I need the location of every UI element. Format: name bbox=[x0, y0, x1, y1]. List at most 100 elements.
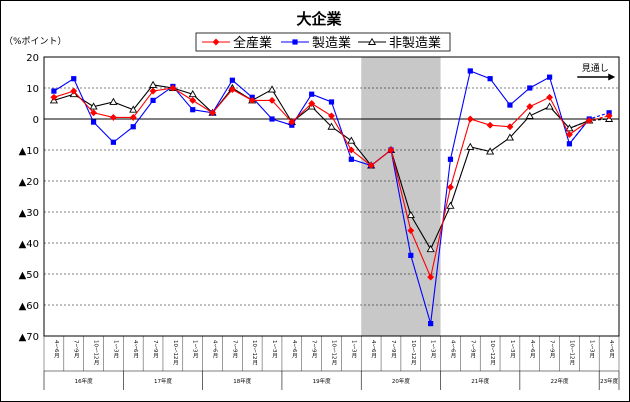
x-tick-label: 10～12月 bbox=[251, 340, 258, 366]
data-point bbox=[89, 102, 98, 110]
data-point bbox=[228, 85, 236, 94]
series-line bbox=[53, 84, 590, 251]
fiscal-year-label: 18年度 bbox=[233, 377, 251, 385]
data-point bbox=[327, 112, 336, 120]
data-point bbox=[467, 68, 473, 74]
series-1 bbox=[50, 84, 613, 281]
legend-label: 非製造業 bbox=[389, 35, 441, 51]
y-unit-label: （%ポイント） bbox=[4, 36, 67, 47]
data-point bbox=[486, 147, 495, 155]
data-point bbox=[229, 77, 235, 83]
data-point bbox=[406, 210, 415, 219]
data-point bbox=[50, 93, 58, 101]
data-point bbox=[487, 76, 493, 82]
x-tick-label: 1～3月 bbox=[509, 340, 516, 359]
data-point bbox=[70, 87, 78, 95]
x-tick-label: 1～3月 bbox=[112, 340, 119, 359]
data-point bbox=[347, 146, 355, 154]
data-point bbox=[387, 146, 395, 154]
y-tick-label: ▲70 bbox=[19, 332, 39, 343]
data-point bbox=[407, 227, 415, 235]
data-point bbox=[408, 252, 414, 258]
data-point bbox=[527, 85, 533, 91]
x-tick-label: 10～12月 bbox=[568, 340, 575, 366]
data-point bbox=[565, 130, 573, 139]
data-point bbox=[447, 156, 454, 162]
data-point bbox=[248, 96, 256, 104]
data-point bbox=[367, 161, 375, 170]
legend-label: 全産業 bbox=[233, 35, 272, 51]
data-point bbox=[51, 88, 57, 94]
x-tick-label: 4～6月 bbox=[212, 340, 219, 359]
data-point bbox=[292, 39, 298, 45]
x-tick-label: 4～6月 bbox=[449, 340, 456, 359]
data-point bbox=[268, 96, 276, 104]
x-tick-label: 10～12月 bbox=[410, 340, 417, 366]
data-point bbox=[190, 107, 196, 113]
data-point bbox=[129, 105, 138, 113]
data-point bbox=[267, 85, 277, 93]
x-tick-label: 4～6月 bbox=[291, 340, 298, 359]
data-point bbox=[566, 141, 573, 147]
data-point bbox=[505, 133, 515, 141]
data-point bbox=[148, 80, 158, 88]
data-point bbox=[486, 121, 494, 129]
y-tick-label: ▲10 bbox=[19, 146, 39, 157]
data-point bbox=[547, 74, 553, 80]
series-forecast-line bbox=[569, 115, 610, 135]
fiscal-year-label: 23年度 bbox=[600, 377, 618, 385]
data-point bbox=[149, 87, 157, 95]
data-point bbox=[446, 201, 455, 209]
y-tick-label: ▲20 bbox=[19, 177, 39, 188]
data-point bbox=[605, 112, 613, 120]
data-point bbox=[110, 139, 116, 145]
x-tick-label: 1～3月 bbox=[271, 340, 278, 359]
x-tick-label: 1～3月 bbox=[192, 340, 199, 359]
data-point bbox=[347, 136, 356, 144]
y-tick-label: ▲50 bbox=[19, 270, 39, 281]
x-tick-label: 10～12月 bbox=[331, 340, 338, 366]
y-tick-label: ▲30 bbox=[19, 208, 39, 219]
x-tick-label: 4～6月 bbox=[132, 340, 139, 359]
series-line bbox=[53, 87, 590, 279]
data-point bbox=[545, 102, 554, 110]
x-tick-label: 7～9月 bbox=[549, 340, 556, 359]
x-tick-label: 10～12月 bbox=[93, 340, 100, 366]
data-point bbox=[308, 99, 316, 108]
y-tick-label: 0 bbox=[33, 115, 39, 126]
shaded-period bbox=[361, 57, 441, 336]
data-point bbox=[526, 103, 534, 111]
x-tick-label: 10～12月 bbox=[172, 340, 179, 366]
y-tick-label: 20 bbox=[26, 53, 39, 64]
x-tick-label: 1～3月 bbox=[430, 340, 437, 359]
x-tick-label: 7～9月 bbox=[390, 340, 397, 359]
data-point bbox=[585, 116, 593, 125]
plot-border bbox=[43, 56, 620, 337]
x-tick-label: 4～6月 bbox=[608, 340, 615, 359]
x-tick-label: 7～9月 bbox=[73, 340, 80, 359]
y-tick-label: ▲60 bbox=[19, 301, 39, 312]
data-point bbox=[565, 124, 574, 132]
data-point bbox=[348, 156, 354, 162]
data-point bbox=[466, 142, 475, 150]
data-point bbox=[428, 321, 434, 327]
fiscal-year-label: 22年度 bbox=[551, 377, 569, 385]
data-point bbox=[129, 113, 137, 122]
fiscal-year-label: 21年度 bbox=[471, 377, 489, 385]
x-tick-label: 7～9月 bbox=[231, 340, 238, 359]
data-point bbox=[426, 244, 435, 253]
data-point bbox=[189, 96, 197, 104]
data-point bbox=[466, 115, 474, 123]
data-point bbox=[90, 109, 98, 117]
data-point bbox=[188, 89, 197, 98]
x-tick-label: 4～6月 bbox=[53, 340, 60, 359]
x-tick-label: 1～3月 bbox=[588, 340, 595, 359]
data-point bbox=[212, 38, 220, 46]
data-point bbox=[150, 97, 156, 103]
y-tick-label: 10 bbox=[26, 84, 39, 95]
x-tick-label: 4～6月 bbox=[529, 340, 536, 359]
data-point bbox=[507, 102, 513, 108]
chart-title: 大企業 bbox=[296, 10, 342, 28]
